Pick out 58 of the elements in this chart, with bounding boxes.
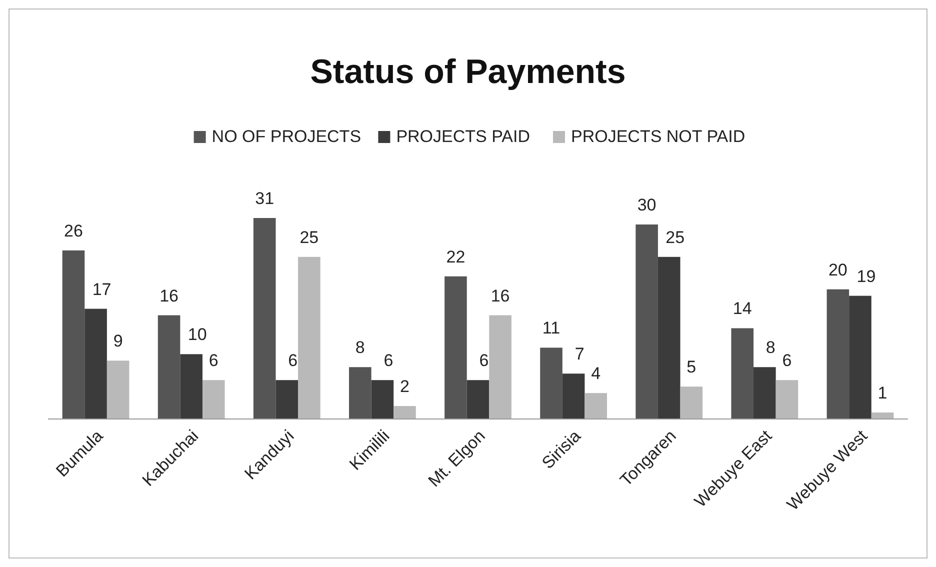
legend-label: NO OF PROJECTS bbox=[212, 127, 362, 146]
bar bbox=[466, 380, 490, 419]
data-label: 10 bbox=[188, 325, 207, 344]
legend-label: PROJECTS NOT PAID bbox=[571, 127, 746, 146]
bar bbox=[776, 380, 798, 419]
data-label: 19 bbox=[856, 266, 876, 286]
bar bbox=[754, 367, 776, 419]
data-label: 22 bbox=[446, 247, 466, 266]
bar bbox=[540, 348, 562, 419]
data-label: 25 bbox=[666, 228, 685, 247]
data-label: 2 bbox=[400, 377, 410, 396]
data-label: 6 bbox=[208, 351, 218, 370]
data-label: 25 bbox=[300, 228, 319, 247]
data-label: 7 bbox=[574, 344, 584, 364]
data-label: 8 bbox=[766, 338, 776, 358]
bar bbox=[202, 380, 225, 419]
bar bbox=[106, 360, 130, 419]
bar bbox=[349, 367, 372, 419]
data-label: 14 bbox=[732, 299, 752, 318]
bar bbox=[444, 276, 467, 419]
legend-label: PROJECTS PAID bbox=[396, 127, 530, 146]
bar bbox=[826, 289, 850, 419]
bar bbox=[849, 296, 872, 419]
bar bbox=[489, 315, 512, 419]
bar bbox=[680, 386, 703, 419]
chart-title: Status of Payments bbox=[310, 53, 626, 91]
data-label: 6 bbox=[384, 351, 394, 370]
data-label: 16 bbox=[490, 286, 510, 306]
bar bbox=[371, 380, 394, 419]
data-label: 31 bbox=[255, 189, 274, 208]
bar bbox=[62, 250, 85, 419]
bar bbox=[276, 380, 298, 419]
data-label: 6 bbox=[479, 351, 489, 370]
data-label: 1 bbox=[878, 384, 888, 403]
data-label: 11 bbox=[542, 318, 560, 338]
bar bbox=[636, 224, 658, 419]
data-label: 8 bbox=[355, 338, 365, 358]
data-label: 16 bbox=[160, 286, 178, 306]
bar bbox=[658, 256, 680, 419]
data-label: 4 bbox=[591, 364, 601, 384]
data-label: 6 bbox=[288, 351, 298, 370]
bar bbox=[394, 406, 416, 419]
data-label: 30 bbox=[637, 195, 656, 214]
bar bbox=[253, 218, 276, 419]
bar bbox=[731, 328, 754, 419]
bar bbox=[298, 256, 320, 419]
bar bbox=[84, 308, 107, 419]
bar bbox=[158, 315, 180, 419]
bar bbox=[562, 374, 585, 419]
data-label: 6 bbox=[782, 351, 792, 370]
data-label: 17 bbox=[92, 280, 112, 299]
data-label: 9 bbox=[113, 332, 123, 351]
data-label: 20 bbox=[828, 260, 848, 280]
bar bbox=[180, 354, 202, 419]
data-label: 5 bbox=[686, 358, 696, 377]
data-label: 26 bbox=[64, 221, 83, 240]
bar bbox=[584, 393, 607, 419]
bar bbox=[871, 412, 894, 419]
